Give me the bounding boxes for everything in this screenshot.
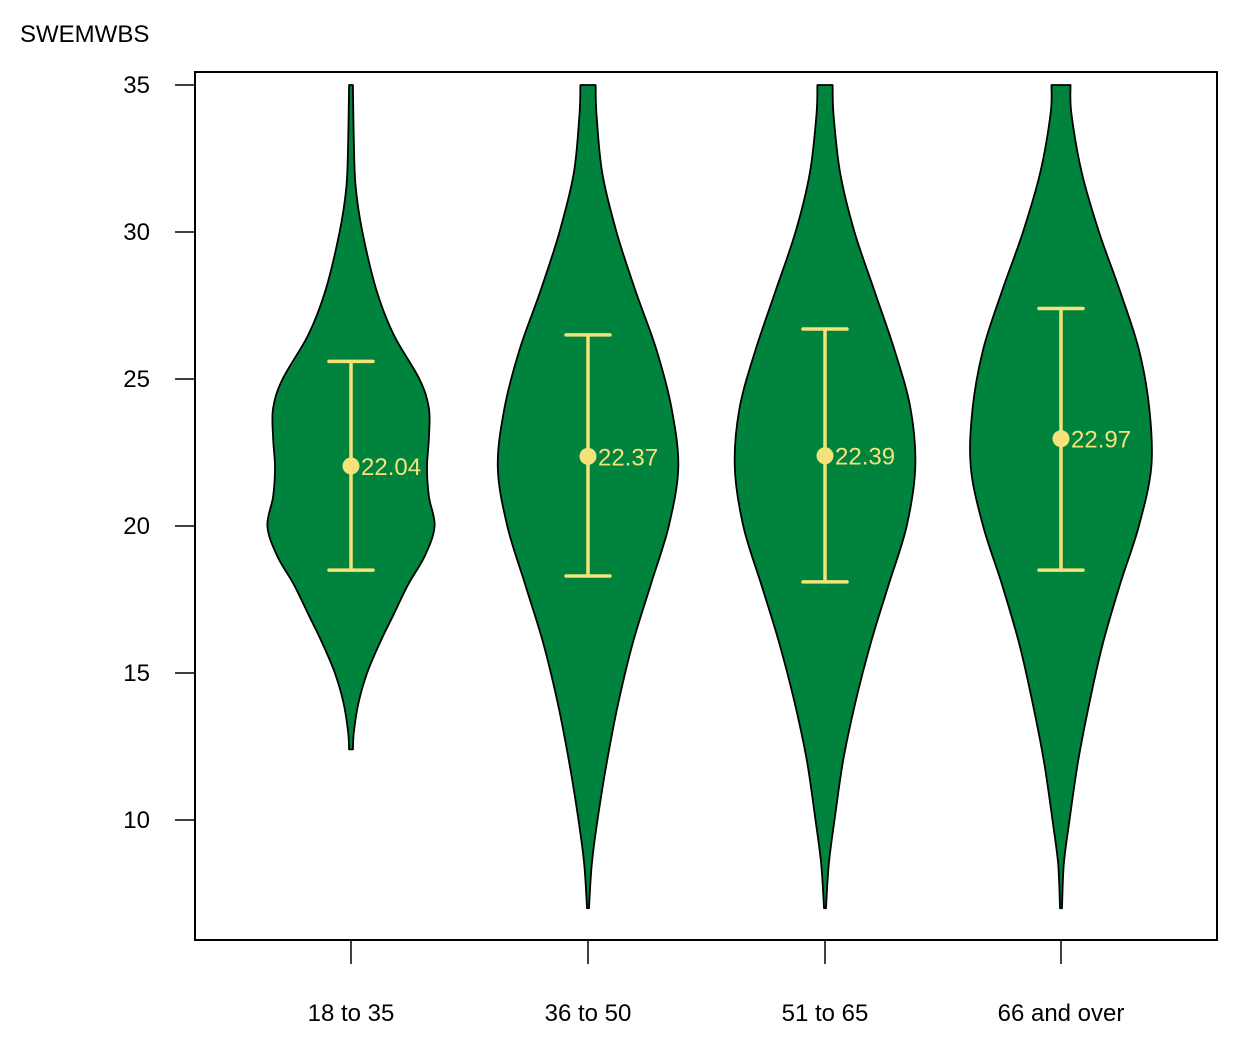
- y-tick-label: 35: [123, 72, 150, 99]
- violin-66-and-over: 22.97: [969, 84, 1153, 910]
- y-tick-label: 15: [123, 660, 150, 687]
- mean-value-label: 22.37: [598, 444, 658, 471]
- y-tick-label: 30: [123, 219, 150, 246]
- y-axis: 10 15 20 25 30 35: [123, 72, 195, 834]
- violin-51-to-65: 22.39: [733, 84, 917, 910]
- x-tick-label: 51 to 65: [782, 1000, 869, 1027]
- plot-frame: [194, 71, 1218, 941]
- mean-value-label: 22.39: [835, 444, 895, 471]
- y-tick-label: 20: [123, 513, 150, 540]
- violin-36-to-50: 22.37: [496, 84, 680, 910]
- x-tick-label: 18 to 35: [308, 1000, 395, 1027]
- mean-point: [579, 447, 597, 465]
- x-axis: 18 to 35 36 to 50 51 to 65 66 and over: [308, 940, 1125, 1027]
- mean-point: [1052, 430, 1070, 448]
- violins-group: 22.04 22.37 22.39 22.97: [266, 84, 1153, 910]
- mean-value-label: 22.04: [361, 454, 421, 481]
- y-tick-label: 10: [123, 807, 150, 834]
- y-tick-label: 25: [123, 366, 150, 393]
- y-axis-title: SWEMWBS: [20, 21, 149, 48]
- mean-point: [816, 447, 834, 465]
- mean-point: [342, 457, 360, 475]
- mean-value-label: 22.97: [1071, 427, 1131, 454]
- x-tick-label: 36 to 50: [545, 1000, 632, 1027]
- violin-18-to-35: 22.04: [266, 84, 436, 751]
- x-tick-label: 66 and over: [998, 1000, 1125, 1027]
